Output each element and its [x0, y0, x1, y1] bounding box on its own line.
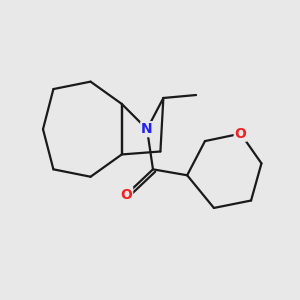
- Text: N: N: [141, 122, 153, 136]
- Text: O: O: [120, 188, 132, 202]
- Text: O: O: [235, 127, 247, 141]
